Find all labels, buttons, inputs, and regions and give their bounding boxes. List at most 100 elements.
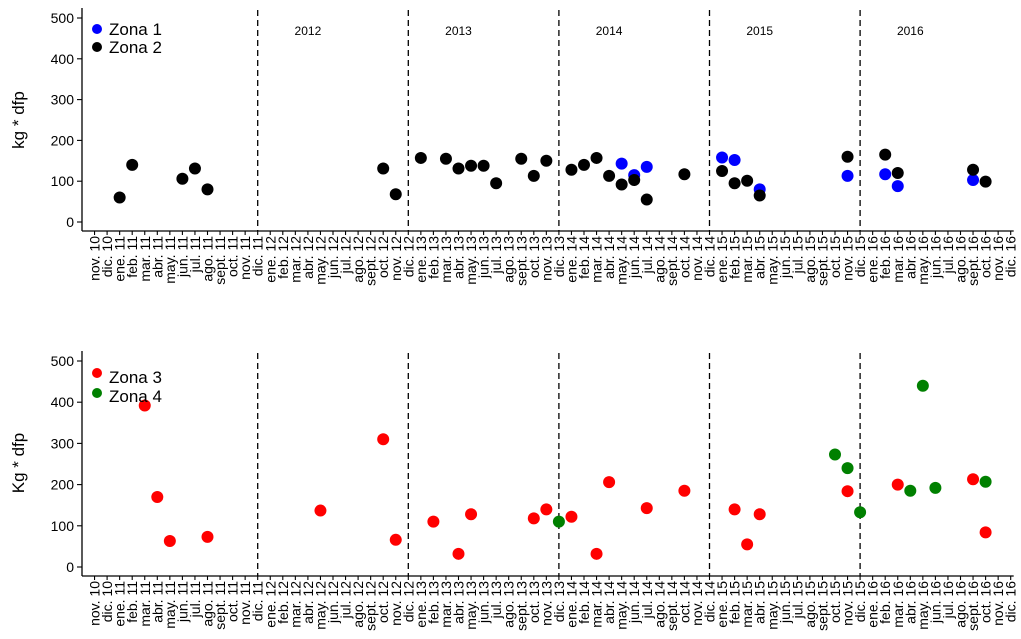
bottom-panel-ylabel: Kg * dfp (9, 433, 28, 494)
x-tick-label: jul. 14 (639, 581, 655, 620)
point-zona-3 (163, 535, 176, 548)
point-zona-2 (640, 193, 653, 206)
x-tick-label: may. 13 (463, 581, 479, 630)
x-tick-label: oct. 11 (225, 581, 241, 622)
x-tick-label: feb. 13 (425, 236, 441, 279)
x-tick-label: dic. 11 (250, 236, 266, 276)
point-zona-2 (113, 191, 126, 204)
y-tick-label: 400 (51, 394, 75, 410)
point-zona-1 (615, 157, 628, 170)
y-tick-label: 0 (66, 559, 74, 575)
x-tick-label: oct. 12 (375, 236, 391, 278)
x-tick-label: nov. 12 (388, 581, 404, 626)
x-tick-label: mar. 16 (890, 236, 906, 283)
x-tick-label: ene. 13 (413, 236, 429, 283)
x-tick-label: abr. 15 (752, 236, 768, 279)
x-tick-label: dic. 10 (99, 581, 115, 622)
x-tick-label: nov. 16 (990, 236, 1006, 281)
legend-marker-zona-2 (92, 42, 102, 52)
point-zona-2 (728, 177, 741, 190)
x-tick-label: ene. 11 (112, 236, 128, 282)
point-zona-2 (753, 189, 766, 202)
x-tick-label: jul. 14 (639, 236, 655, 275)
x-tick-label: dic. 14 (702, 236, 718, 277)
x-tick-label: feb. 12 (275, 581, 291, 624)
x-tick-label: dic. 15 (852, 236, 868, 277)
x-tick-label: oct. 14 (676, 236, 692, 278)
x-tick-label: mar. 12 (287, 236, 303, 283)
point-zona-1 (891, 180, 904, 193)
point-zona-2 (565, 163, 578, 176)
x-tick-label: sept. 16 (965, 581, 981, 631)
x-tick-label: sept. 14 (664, 581, 680, 631)
year-label-2014: 2014 (596, 24, 623, 38)
x-tick-label: oct. 13 (526, 236, 542, 278)
x-tick-label: nov. 10 (87, 236, 103, 281)
point-zona-3 (452, 547, 465, 560)
x-tick-label: sept. 14 (664, 236, 680, 286)
point-zona-1 (841, 169, 854, 182)
x-tick-label: nov. 11 (237, 581, 253, 625)
x-tick-label: nov. 11 (237, 236, 253, 280)
point-zona-4 (854, 506, 867, 519)
x-tick-label: dic. 13 (551, 236, 567, 277)
point-zona-2 (414, 151, 427, 164)
x-tick-label: jul. 12 (338, 236, 354, 275)
x-tick-label: jun. 11 (174, 581, 190, 623)
x-tick-label: dic. 12 (400, 236, 416, 277)
x-tick-label: dic. 16 (1003, 236, 1019, 277)
x-tick-label: ene. 12 (262, 581, 278, 628)
x-tick-label: dic. 15 (852, 581, 868, 622)
point-zona-3 (841, 485, 854, 498)
x-tick-label: ago. 11 (200, 581, 216, 627)
bottom-panel-points (138, 379, 992, 560)
x-tick-label: oct. 16 (978, 236, 994, 278)
x-tick-label: nov. 14 (689, 581, 705, 626)
point-zona-4 (829, 448, 841, 461)
y-tick-label: 200 (51, 477, 75, 493)
legend-marker-zona-4 (92, 388, 102, 398)
point-zona-2 (590, 151, 603, 164)
point-zona-2 (176, 172, 189, 185)
year-label-2013: 2013 (445, 24, 472, 38)
legend-label-zona-3: Zona 3 (109, 368, 162, 387)
x-tick-label: nov. 16 (990, 581, 1006, 626)
x-tick-label: sept. 11 (212, 581, 228, 630)
x-tick-label: ago. 14 (651, 581, 667, 628)
point-zona-2 (201, 183, 214, 196)
x-tick-label: oct. 13 (526, 581, 542, 623)
x-tick-label: feb. 13 (425, 581, 441, 624)
bottom-panel-legend: Zona 3 Zona 4 (92, 368, 162, 406)
x-tick-label: may. 13 (463, 236, 479, 285)
point-zona-3 (527, 512, 540, 525)
x-tick-label: sept. 13 (513, 236, 529, 286)
y-tick-label: 100 (51, 173, 75, 189)
x-tick-label: abr. 16 (902, 581, 918, 624)
top-panel-points (113, 148, 992, 206)
x-tick-label: mar. 12 (287, 581, 303, 628)
y-tick-label: 100 (51, 518, 75, 534)
x-tick-label: jun. 12 (325, 581, 341, 624)
x-tick-label: sept. 12 (363, 581, 379, 631)
x-tick-label: sept. 15 (814, 236, 830, 286)
x-tick-label: may. 16 (915, 236, 931, 285)
x-tick-label: may. 15 (764, 581, 780, 630)
x-tick-label: nov. 15 (840, 236, 856, 281)
x-tick-label: mar. 13 (438, 581, 454, 628)
point-zona-3 (465, 508, 478, 521)
x-tick-label: oct. 12 (375, 581, 391, 623)
point-zona-3 (603, 476, 616, 489)
x-tick-label: ene. 14 (563, 236, 579, 283)
y-tick-label: 500 (51, 353, 75, 369)
x-tick-label: may. 11 (162, 236, 178, 284)
point-zona-1 (967, 173, 980, 186)
legend-marker-zona-1 (92, 24, 102, 34)
point-zona-2 (615, 178, 628, 191)
x-tick-label: oct. 15 (827, 236, 843, 278)
point-zona-2 (891, 167, 904, 180)
x-tick-label: ago. 13 (501, 236, 517, 283)
point-zona-3 (201, 530, 214, 543)
x-tick-label: nov. 14 (689, 236, 705, 281)
